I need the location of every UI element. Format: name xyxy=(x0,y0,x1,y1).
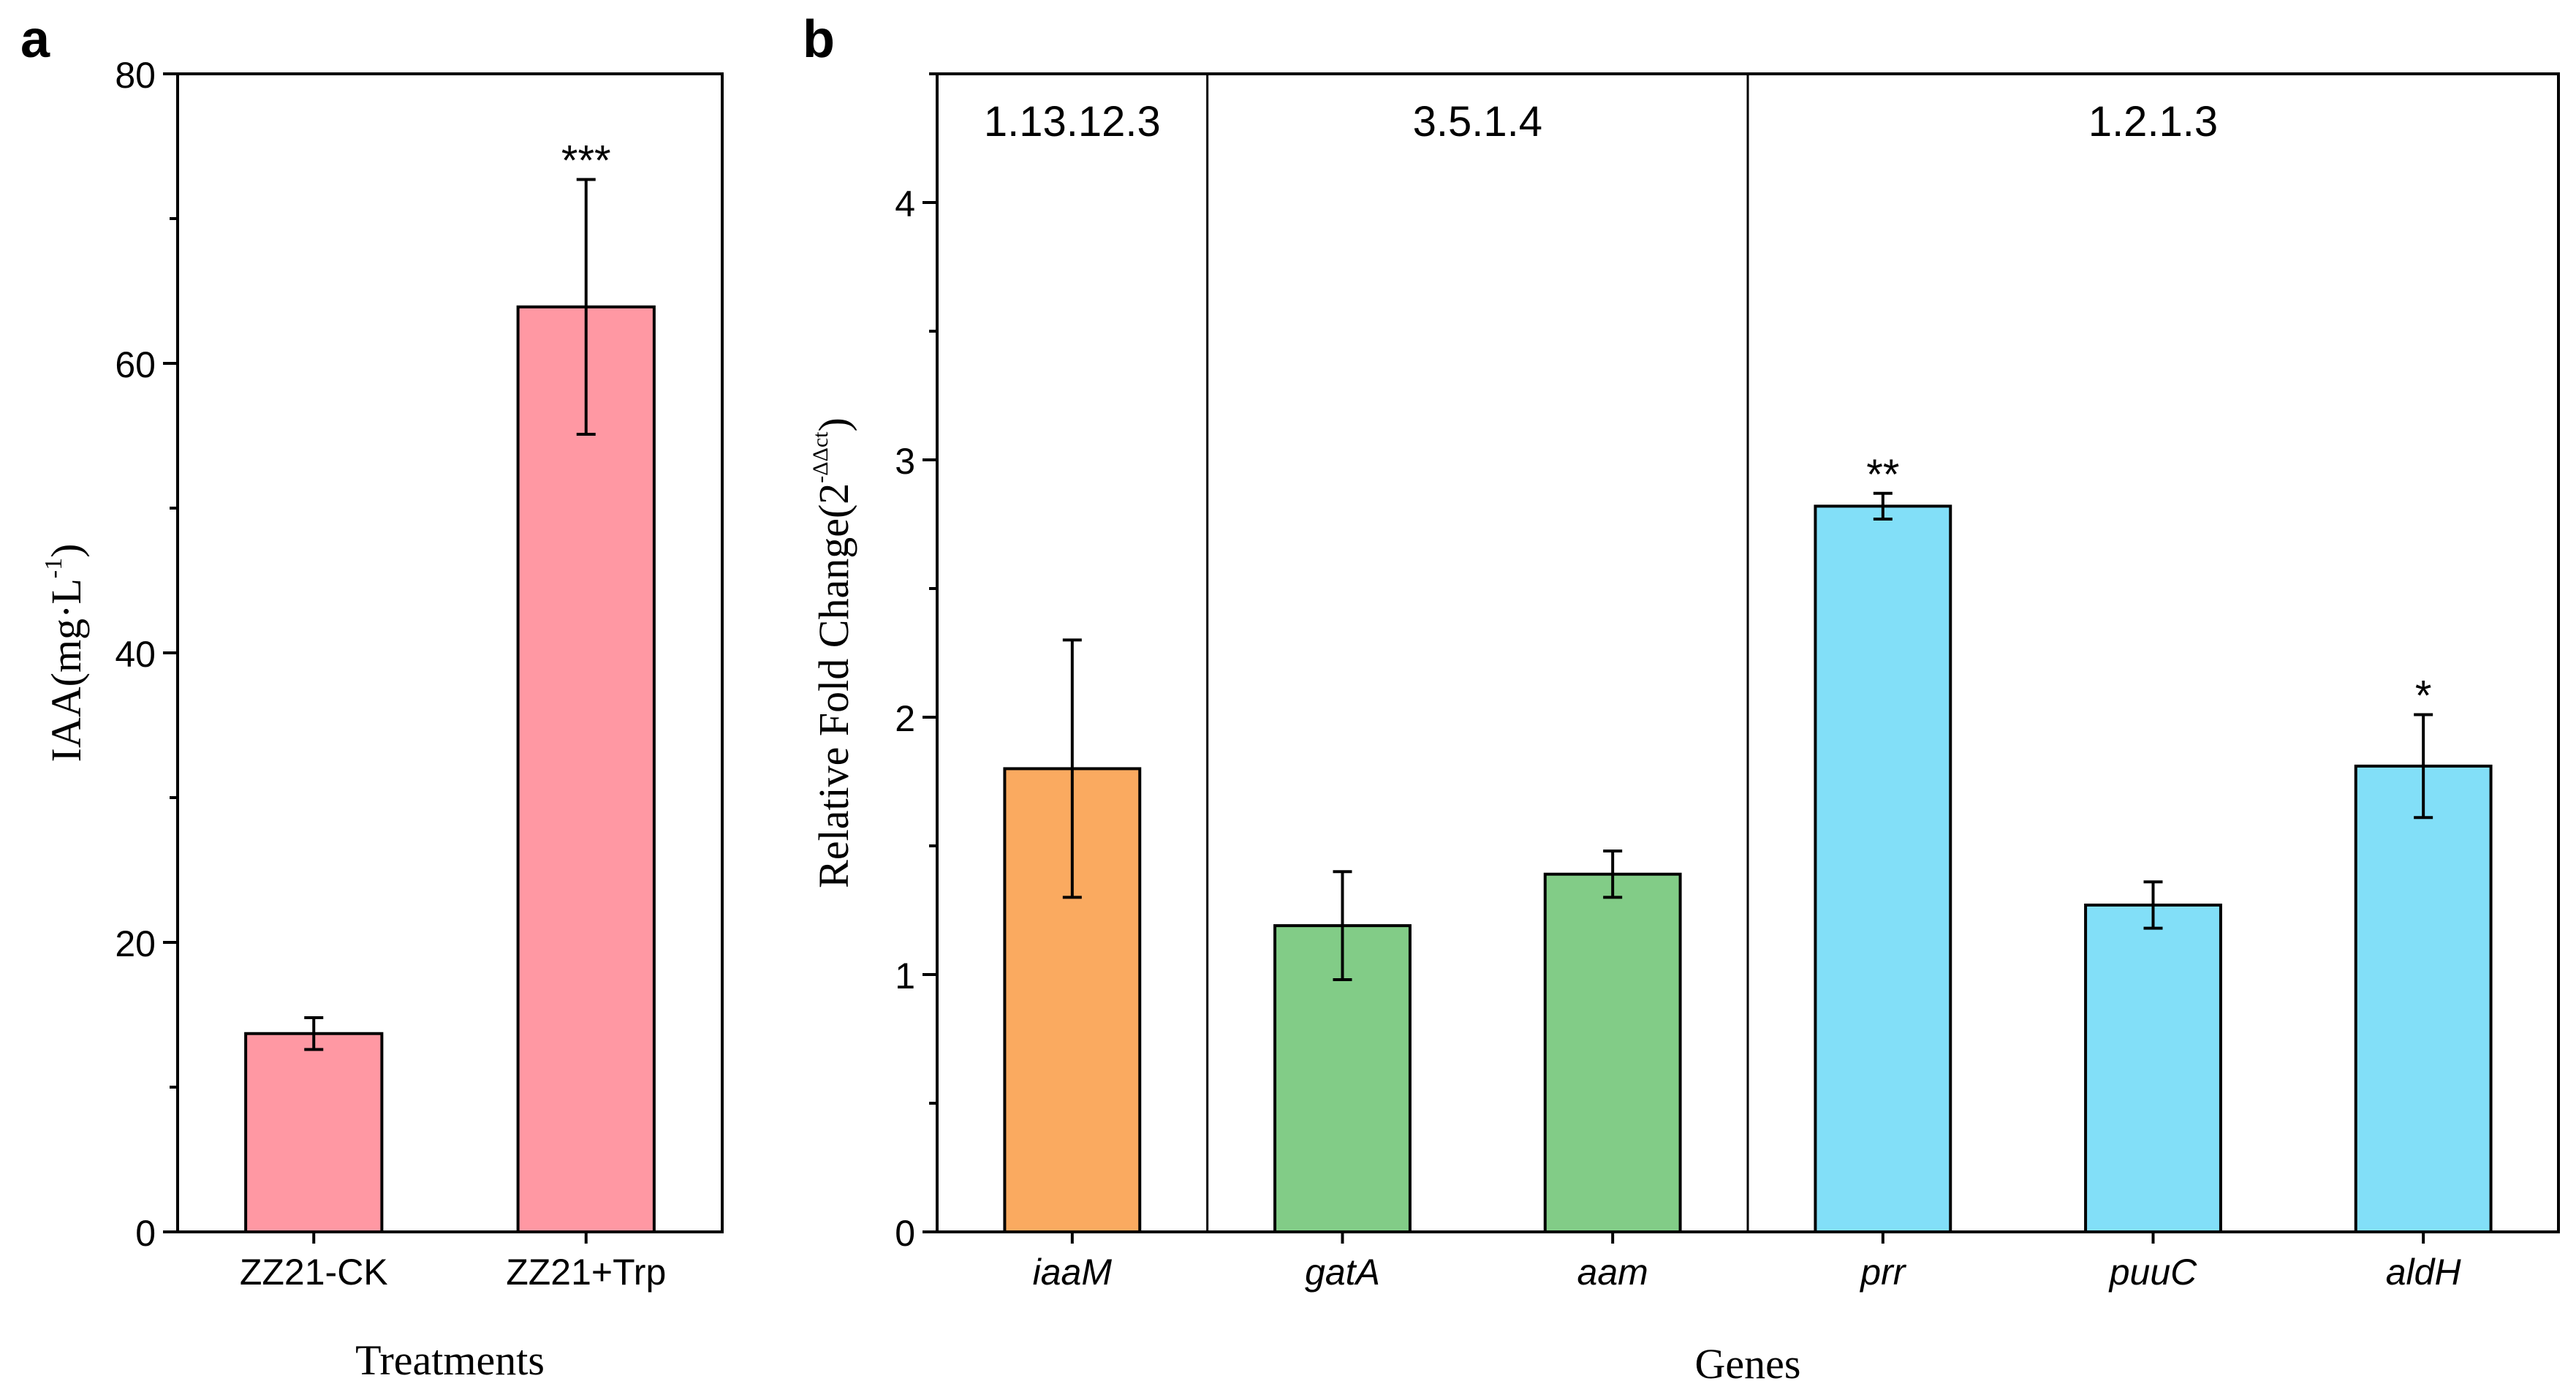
group-label: 3.5.1.4 xyxy=(1413,98,1542,145)
panel-a-y-axis-title-main: IAA(mg·L xyxy=(42,578,90,762)
panel-a-bars xyxy=(244,305,656,1233)
panel-b-group-dividers xyxy=(1206,74,1749,1232)
bar-ZZ21-CK xyxy=(244,1032,384,1233)
panel-b-bars xyxy=(1003,504,2493,1233)
x-tick-label: puuC xyxy=(2108,1252,2197,1293)
bar-prr xyxy=(1814,504,1952,1233)
x-tick-label: ZZ21+Trp xyxy=(506,1252,666,1293)
panel-a-x-axis-title: Treatments xyxy=(355,1336,545,1384)
x-tick-label: gatA xyxy=(1305,1252,1380,1293)
panel-b-x-axis: iaaM gatA aam prr puuC aldH xyxy=(1033,1232,2462,1293)
significance-label: * xyxy=(2415,672,2432,719)
panel-a-x-axis: ZZ21-CK ZZ21+Trp xyxy=(240,1232,666,1293)
panel-a-y-axis-title: IAA(mg·L-1) xyxy=(40,544,90,763)
panel-a-letter: a xyxy=(20,10,50,69)
panel-b-plot-frame xyxy=(936,72,2560,1233)
panel-b-x-axis-title: Genes xyxy=(1695,1340,1801,1388)
significance-label: ** xyxy=(1866,451,1899,499)
x-tick-label: iaaM xyxy=(1033,1252,1113,1293)
panel-a-chart: 0 20 40 60 80 ZZ21-CK ZZ21+Trp *** Treatments… xyxy=(40,55,724,1384)
significance-label: *** xyxy=(561,137,611,185)
y-tick-label: 4 xyxy=(895,184,915,224)
panel-b-significance: *** xyxy=(1866,451,2431,720)
x-tick-label: ZZ21-CK xyxy=(240,1252,388,1293)
bar-aldH xyxy=(2354,764,2493,1233)
group-label: 1.13.12.3 xyxy=(984,98,1161,145)
panel-a-y-axis-title-sup: -1 xyxy=(40,558,67,578)
bar-aam xyxy=(1543,872,1682,1233)
y-tick-label: 0 xyxy=(895,1213,915,1254)
panel-b-y-axis-title-sup: -ΔΔct xyxy=(808,431,833,483)
panel-b-group-labels: 1.13.12.3 3.5.1.4 1.2.1.3 xyxy=(984,98,2218,145)
y-tick-label: 60 xyxy=(115,344,156,385)
bar-ZZ21+Trp xyxy=(516,305,656,1233)
y-tick-label: 3 xyxy=(895,441,915,482)
panel-a-y-axis: 0 20 40 60 80 xyxy=(115,55,178,1254)
panel-a-significance: *** xyxy=(561,137,611,185)
y-tick-label: 2 xyxy=(895,698,915,739)
x-tick-label: aldH xyxy=(2386,1252,2462,1293)
panel-b-y-axis-title-main: Relative Fold Change(2 xyxy=(810,483,857,888)
y-tick-label: 1 xyxy=(895,956,915,996)
panel-b-chart: 0 1 2 3 4 iaaM gatA aam prr puuC aldH 1.13.12.3 3.… xyxy=(808,72,2560,1388)
panel-a-error-bars xyxy=(304,178,596,1051)
x-tick-label: aam xyxy=(1577,1252,1648,1293)
panel-b-error-bars xyxy=(1062,491,2433,982)
panel-a-y-axis-title-end: ) xyxy=(42,544,90,558)
panel-b-y-axis-title: Relative Fold Change(2-ΔΔct) xyxy=(808,417,857,888)
bar-puuC xyxy=(2084,903,2222,1233)
panel-b-letter: b xyxy=(803,10,835,69)
panel-b-y-axis-title-end: ) xyxy=(810,417,857,431)
y-tick-label: 80 xyxy=(115,55,156,96)
y-tick-label: 0 xyxy=(135,1213,156,1254)
y-tick-label: 20 xyxy=(115,923,156,964)
y-tick-label: 40 xyxy=(115,634,156,675)
group-label: 1.2.1.3 xyxy=(2088,98,2218,145)
panel-b-y-axis: 0 1 2 3 4 xyxy=(895,72,937,1254)
x-tick-label: prr xyxy=(1859,1252,1906,1293)
